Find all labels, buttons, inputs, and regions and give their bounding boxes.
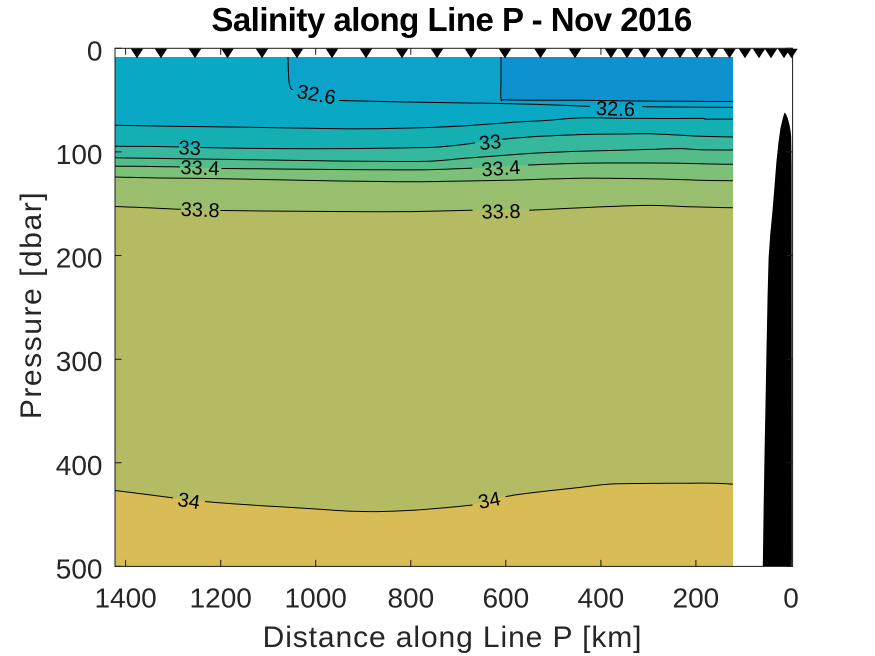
svg-text:33: 33 — [178, 137, 201, 160]
svg-text:1400: 1400 — [94, 582, 156, 613]
svg-text:600: 600 — [482, 582, 529, 613]
svg-text:200: 200 — [673, 582, 720, 613]
svg-text:Pressure [dbar]: Pressure [dbar] — [15, 191, 48, 419]
svg-text:500: 500 — [56, 553, 103, 584]
svg-text:800: 800 — [387, 582, 434, 613]
svg-text:34: 34 — [176, 489, 201, 514]
svg-text:1000: 1000 — [285, 582, 347, 613]
svg-text:0: 0 — [783, 582, 799, 613]
svg-text:300: 300 — [56, 346, 103, 377]
svg-text:Distance along Line P [km]: Distance along Line P [km] — [263, 621, 643, 654]
svg-text:33.8: 33.8 — [481, 201, 520, 224]
svg-text:400: 400 — [56, 450, 103, 481]
svg-text:33.4: 33.4 — [481, 157, 521, 182]
svg-text:200: 200 — [56, 243, 103, 274]
svg-text:100: 100 — [56, 139, 103, 170]
svg-text:400: 400 — [578, 582, 625, 613]
svg-text:32.6: 32.6 — [596, 98, 636, 121]
svg-text:33.4: 33.4 — [180, 157, 220, 180]
svg-text:0: 0 — [87, 35, 103, 66]
svg-text:33.8: 33.8 — [180, 199, 220, 222]
svg-text:1200: 1200 — [190, 582, 252, 613]
svg-text:Salinity along Line P - Nov 20: Salinity along Line P - Nov 2016 — [211, 1, 692, 38]
svg-text:33: 33 — [478, 131, 502, 155]
svg-text:34: 34 — [476, 488, 502, 514]
